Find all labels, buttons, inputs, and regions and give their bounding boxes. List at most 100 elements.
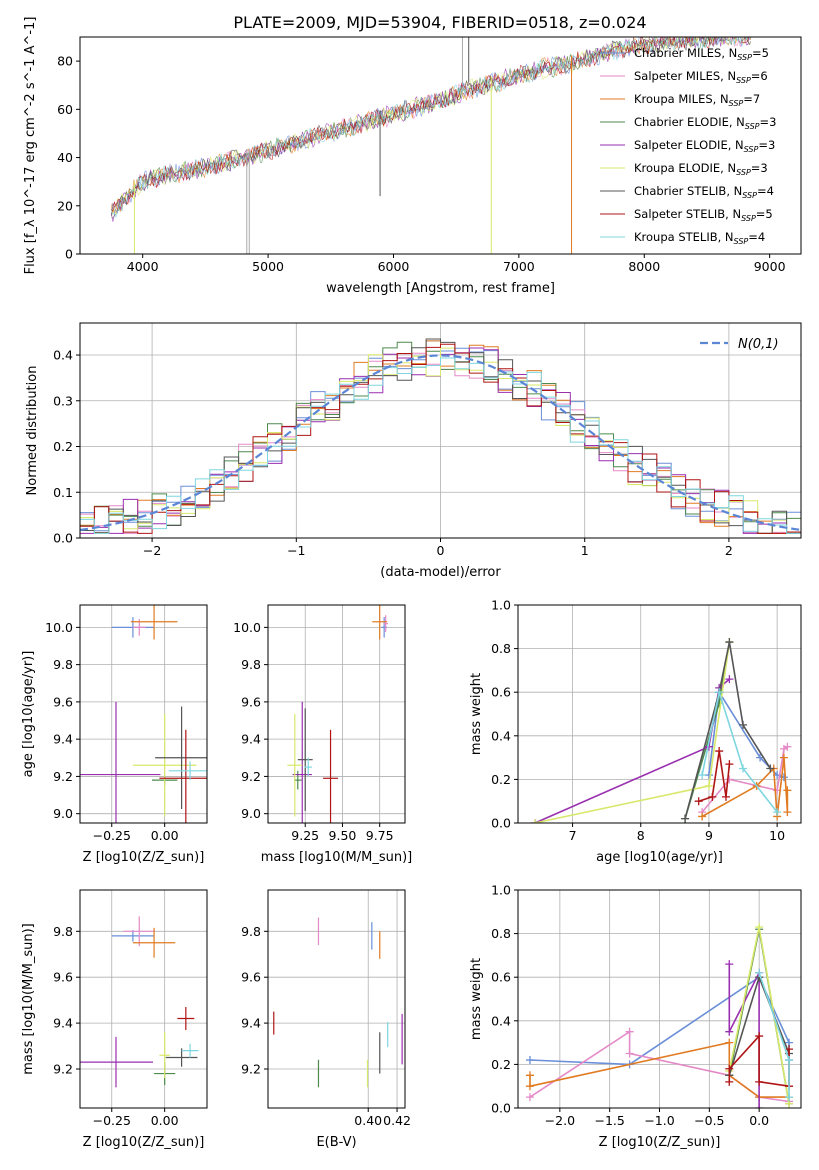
x-tick-label: −2.0 xyxy=(545,1113,575,1128)
plot-area xyxy=(80,605,207,823)
weight-point xyxy=(783,786,792,795)
plot-area xyxy=(525,923,794,1108)
weight-point xyxy=(785,1093,794,1102)
legend-text: Kroupa ELODIE, N xyxy=(634,161,736,175)
weight-point xyxy=(725,775,734,784)
y-axis-label: age [log10(age/yr)] xyxy=(21,651,36,778)
weight-point xyxy=(704,781,713,790)
x-tick-label: 0 xyxy=(437,543,445,558)
weight-point xyxy=(725,1027,734,1036)
plot-area xyxy=(111,37,752,254)
weight-point xyxy=(755,923,764,932)
weight-point xyxy=(725,675,734,684)
x-tick-label: −2 xyxy=(143,543,161,558)
x-tick-label: −1.0 xyxy=(644,1113,674,1128)
chart-age_vs_mass: 9.25 9.50 9.75 9.0 9.2 9.4 9.6 9.8 10.0 mass [log… xyxy=(233,604,412,865)
weight-point xyxy=(766,764,775,773)
y-tick-label: 0.2 xyxy=(491,772,511,787)
y-tick-label: 9.4 xyxy=(241,732,261,747)
weight-point xyxy=(773,808,782,817)
x-tick-label: −0.5 xyxy=(694,1113,724,1128)
y-tick-label: 0.0 xyxy=(491,1101,511,1116)
chart-weight_vs_Z: −2.0 −1.5 −1.0 −0.5 0.0 0.0 0.2 0.4 0.6 0.8 1.0 Z [… xyxy=(469,883,802,1150)
y-tick-label: 9.8 xyxy=(241,924,261,939)
x-tick-label: 1 xyxy=(581,543,589,558)
y-tick-label: 9.2 xyxy=(53,1061,73,1076)
x-tick-label: 9.75 xyxy=(366,828,394,843)
legend-sub: SSP xyxy=(744,145,759,154)
weight-point xyxy=(725,1038,734,1047)
weight-point xyxy=(755,1104,764,1108)
histogram-step xyxy=(80,357,801,534)
legend: Chabrier MILES, NSSP=5 Salpeter MILES, NS… xyxy=(600,46,776,246)
weight-point xyxy=(725,638,734,647)
y-tick-label: 9.6 xyxy=(53,970,73,985)
y-tick-label: 20 xyxy=(57,198,73,213)
legend-sub: SSP xyxy=(741,214,756,223)
plot-area xyxy=(80,338,801,534)
y-tick-label: 10.0 xyxy=(45,620,73,635)
axes-frame xyxy=(79,604,208,824)
legend-entry: Chabrier STELIB, NSSP=4 xyxy=(634,184,774,200)
y-tick-label: 60 xyxy=(57,102,73,117)
x-tick-label: −0.25 xyxy=(93,1113,131,1128)
weight-point xyxy=(715,688,724,697)
x-tick-label: 4000 xyxy=(127,259,159,274)
weight-point xyxy=(779,753,788,762)
legend-entry: Chabrier MILES, NSSP=5 xyxy=(634,46,769,62)
weight-point xyxy=(681,814,690,823)
legend-entry: Salpeter STELIB, NSSP=5 xyxy=(634,207,773,223)
y-axis-label: mass weight xyxy=(469,673,484,755)
y-tick-label: 0.8 xyxy=(491,641,511,656)
chart-residuals: N(0,1) −2 −1 0 1 2 0.0 0.1 0.2 0.3 0.4 (data-model)… xyxy=(25,322,802,580)
x-tick-label: −0.25 xyxy=(93,828,131,843)
y-tick-label: 9.2 xyxy=(241,1061,261,1076)
y-tick-label: 9.8 xyxy=(53,657,73,672)
weight-point xyxy=(698,771,707,780)
y-tick-label: 9.8 xyxy=(53,924,73,939)
legend-tail: =3 xyxy=(751,161,768,175)
y-tick-label: 0.6 xyxy=(491,970,511,985)
y-tick-label: 0.4 xyxy=(491,728,511,743)
x-axis-label: mass [log10(M/M_sun)] xyxy=(261,850,413,865)
weight-point xyxy=(725,960,734,969)
chart-weight_vs_age: 7 8 9 10 0.0 0.2 0.4 0.6 0.8 1.0 age [log10(age/yr… xyxy=(469,598,802,865)
legend-entry: N(0,1) xyxy=(738,337,779,352)
axes-frame xyxy=(267,889,406,1109)
y-tick-label: 9.0 xyxy=(241,806,261,821)
y-tick-label: 0.2 xyxy=(53,439,73,454)
legend-sub: SSP xyxy=(745,122,760,131)
y-tick-label: 9.6 xyxy=(241,970,261,985)
x-tick-label: −1.5 xyxy=(594,1113,624,1128)
y-tick-label: 9.4 xyxy=(241,1016,261,1031)
weight-point xyxy=(704,771,713,780)
x-tick-label: 9.25 xyxy=(291,828,319,843)
weight-point xyxy=(785,1056,794,1065)
axes-frame xyxy=(79,889,208,1109)
x-tick-label: 9000 xyxy=(754,259,786,274)
chart-spectrum: Chabrier MILES, NSSP=5 Salpeter MILES, NS… xyxy=(23,17,802,296)
weight-point xyxy=(698,812,707,821)
weight-point xyxy=(525,1056,534,1065)
legend-tail: =6 xyxy=(751,69,768,83)
normal-curve xyxy=(80,354,801,532)
x-axis-label: wavelength [Angstrom, rest frame] xyxy=(326,281,555,296)
legend-tail: =4 xyxy=(748,230,765,244)
weight-point xyxy=(725,1064,734,1073)
x-axis-label: age [log10(age/yr)] xyxy=(596,850,723,865)
histogram-step xyxy=(80,343,801,534)
x-tick-label: 2 xyxy=(725,543,733,558)
plot-area xyxy=(273,917,403,1088)
legend-tail: =5 xyxy=(756,207,773,221)
y-tick-label: 1.0 xyxy=(491,598,511,613)
x-tick-label: 9.50 xyxy=(329,828,357,843)
y-tick-label: 0.8 xyxy=(491,926,511,941)
y-tick-label: 0.4 xyxy=(53,348,73,363)
legend-text: Salpeter ELODIE, N xyxy=(634,138,744,152)
legend-entry: Salpeter MILES, NSSP=6 xyxy=(634,69,768,85)
x-tick-label: 8 xyxy=(637,828,645,843)
x-axis-label: (data-model)/error xyxy=(380,565,501,580)
legend-text: Chabrier ELODIE, N xyxy=(634,115,745,129)
x-tick-label: −1 xyxy=(287,543,305,558)
y-axis-label: mass weight xyxy=(469,958,484,1040)
